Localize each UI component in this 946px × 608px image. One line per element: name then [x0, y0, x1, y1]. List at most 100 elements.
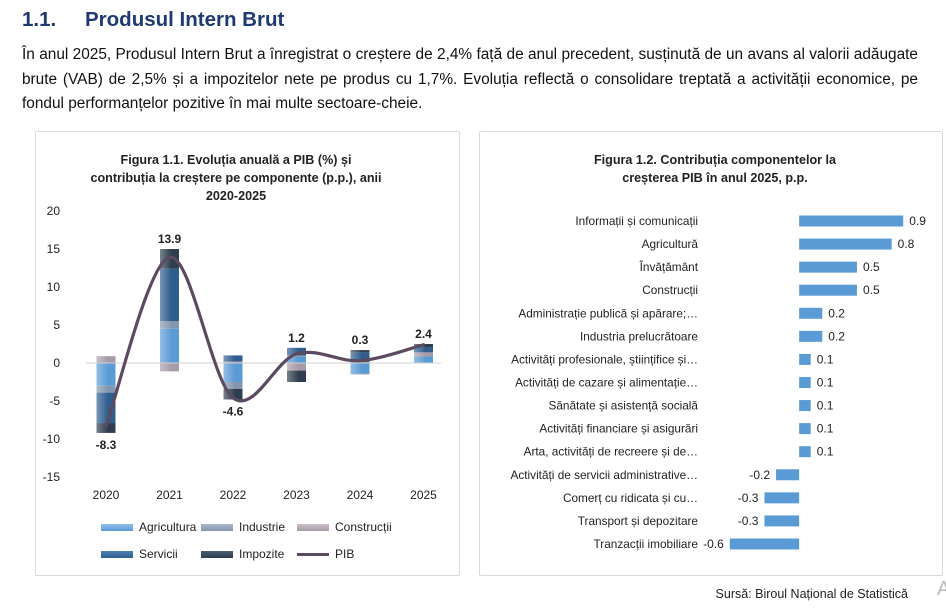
bar-industrie-2023: [287, 355, 306, 357]
category-label: Transport și depozitare: [578, 514, 699, 528]
bar-transport-si-depozitare: [764, 515, 800, 527]
pib-data-label: 0.3: [352, 333, 369, 347]
category-label: Activități de cazare și alimentație…: [515, 375, 698, 389]
figure-1-2-title-line: creșterea PIB în anul 2025, p.p.: [622, 171, 808, 185]
value-label: 0.9: [909, 214, 926, 228]
x-tick-label: 2025: [410, 488, 437, 502]
value-label: 0.1: [817, 375, 834, 389]
legend-swatch-agricultura: [101, 523, 133, 531]
section-title: Produsul Intern Brut: [85, 8, 285, 31]
section-heading: 1.1. Produsul Intern Brut: [22, 8, 284, 32]
source-note: Sursă: Biroul Național de Statistică: [715, 587, 908, 601]
legend-item-servicii: Servicii: [101, 547, 178, 561]
value-label: 0.5: [863, 260, 880, 274]
category-label: Comerț cu ridicata și cu…: [563, 491, 698, 505]
section-number: 1.1.: [22, 8, 57, 31]
value-label: 0.1: [817, 422, 834, 436]
bar-servicii-2021: [160, 268, 179, 322]
category-label: Construcții: [642, 283, 698, 297]
x-tick-label: 2021: [156, 488, 183, 502]
bar-servicii-2024: [350, 352, 370, 363]
legend-swatch-industrie: [201, 523, 233, 531]
category-label: Agricultură: [642, 237, 699, 251]
legend-label: PIB: [335, 547, 355, 561]
bar-agricultura-2023: [287, 356, 306, 363]
y-tick-label: 15: [47, 242, 61, 256]
value-label: 0.1: [817, 399, 834, 413]
figure-1-1-title: Figura 1.1. Evoluția anuală a PIB (%) și…: [81, 151, 391, 205]
value-label: -0.3: [738, 514, 759, 528]
category-label: Administrație publică și apărare;…: [518, 306, 698, 320]
value-label: 0.8: [898, 237, 915, 251]
bar-constructii-2023: [287, 363, 306, 371]
category-label: Industria prelucrătoare: [580, 329, 698, 343]
pib-data-label: 2.4: [415, 327, 432, 341]
y-tick-label: 20: [47, 204, 61, 218]
bar-constructii-2022: [223, 361, 243, 363]
value-label: 0.2: [828, 329, 845, 343]
bar-tranzactii-imobiliare: [729, 538, 800, 550]
bar-servicii-2025: [414, 347, 433, 353]
bar-sanatate-si-asistenta-sociala: [799, 400, 811, 412]
category-label: Învățământ: [639, 260, 699, 274]
x-tick-label: 2020: [93, 488, 120, 502]
x-tick-label: 2024: [347, 488, 374, 502]
legend-label: Construcții: [335, 520, 392, 534]
figure-1-1-title-line: contribuția la creștere pe componente (p…: [90, 171, 382, 185]
figure-1-2-chart: Informații și comunicații 0.9 Agricultură 0…: [511, 214, 927, 551]
pib-data-label: -8.3: [96, 438, 117, 452]
legend-label: Industrie: [239, 520, 286, 534]
intro-paragraph: În anul 2025, Produsul Intern Brut a înr…: [22, 46, 918, 112]
y-tick-label: 0: [53, 356, 60, 370]
bar-industrie-2021: [160, 321, 179, 329]
bar-agricultura-2025: [414, 356, 433, 363]
value-label: 0.2: [828, 306, 845, 320]
bar-agricultura-2024: [350, 363, 370, 374]
bar-industrie-2024: [350, 373, 370, 375]
bar-agricultura-2022: [223, 363, 243, 382]
value-label: 0.5: [863, 283, 880, 297]
bar-comert-cu-ridicata-si-cu: [764, 492, 800, 504]
figure-1-2-title-line: Figura 1.2. Contribuția componentelor la: [593, 153, 837, 167]
bar-activitati-de-servicii-administrative: [776, 469, 800, 481]
bar-agricultura: [799, 238, 892, 250]
bar-impozite-2022: [223, 388, 243, 400]
value-label: -0.3: [738, 491, 759, 505]
bar-impozite-2023: [287, 370, 306, 382]
bar-agricultura-2020: [96, 363, 116, 386]
value-label: -0.2: [749, 468, 770, 482]
pib-data-label: 13.9: [158, 232, 182, 246]
pib-data-label: 1.2: [288, 331, 305, 345]
bar-impozite-2020: [96, 423, 116, 433]
legend-label: Agricultura: [139, 520, 197, 534]
y-tick-label: -5: [49, 394, 60, 408]
bar-constructii-2020: [96, 356, 116, 363]
legend-item-pib: PIB: [297, 547, 354, 561]
x-tick-label: 2023: [283, 488, 310, 502]
legend-label: Servicii: [139, 547, 178, 561]
bar-servicii-2022: [223, 355, 243, 362]
category-label: Arta, activități de recreere și de…: [524, 445, 698, 459]
figure-1-1-panel: Figura 1.1. Evoluția anuală a PIB (%) și…: [35, 131, 460, 576]
value-label: -0.6: [703, 537, 724, 551]
bar-servicii-2023: [287, 347, 306, 356]
bar-industria-prelucratoare: [799, 330, 823, 342]
legend-item-industrie: Industrie: [201, 520, 285, 534]
legend-swatch-servicii: [101, 550, 133, 558]
bar-informatii-si-comunicatii: [799, 215, 904, 227]
bar-impozite-2024: [350, 350, 370, 353]
y-tick-label: -10: [43, 432, 61, 446]
bar-industrie-2020: [96, 385, 116, 393]
figure-1-1-chart: 20 15 10 5 0 -5 -10 -15 2020 2021 2022 2023 2024 2025…: [43, 204, 441, 502]
bar-arta-activitati-de-recreere-si-de: [799, 446, 811, 458]
legend-item-constructii: Construcții: [297, 520, 392, 534]
bar-industrie-2022: [223, 382, 243, 389]
bar-activitati-profesionale-stiintifice-si: [799, 353, 811, 365]
legend-label: Impozite: [239, 547, 285, 561]
bar-activitati-de-cazare-si-alimentatie: [799, 376, 811, 388]
figure-1-1-title-line: 2020-2025: [205, 189, 267, 203]
y-tick-label: 5: [53, 318, 60, 332]
category-label: Tranzacții imobiliare: [594, 537, 699, 551]
bar-constructii-2025: [414, 352, 433, 356]
bar-constructii: [799, 284, 857, 296]
